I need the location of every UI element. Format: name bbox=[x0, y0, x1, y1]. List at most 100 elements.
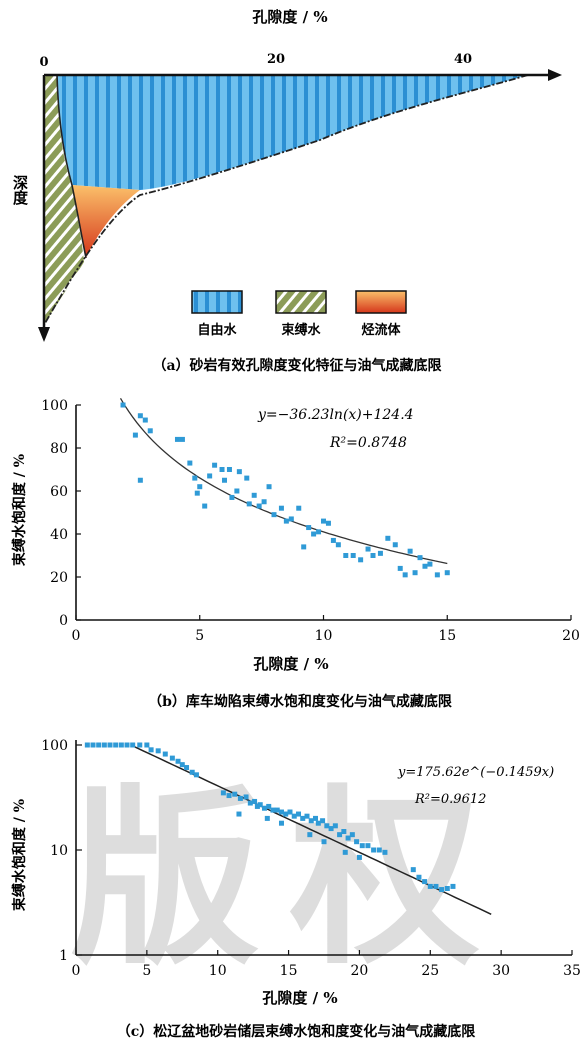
panel-c-data-point bbox=[96, 742, 102, 748]
panel-c-data-point bbox=[341, 829, 347, 835]
panel-b-data-point bbox=[261, 499, 267, 505]
panel-c-data-point bbox=[148, 747, 154, 753]
panel-b-data-point bbox=[222, 477, 227, 483]
panel-c-data-point bbox=[356, 854, 362, 860]
panel-c-data-point bbox=[291, 813, 297, 819]
panel-b-data-point bbox=[256, 503, 262, 509]
panel-c-data-point bbox=[444, 885, 450, 891]
legend-bound-water-swatch bbox=[275, 290, 327, 314]
panel-c-data-point bbox=[416, 874, 422, 880]
panel-b-data-point bbox=[335, 542, 341, 548]
panel-c-data-point bbox=[193, 772, 199, 778]
panel-a-x-axis-title: 孔隙度 / % bbox=[252, 8, 327, 26]
panel-b-data-point bbox=[266, 484, 272, 490]
panel-c-data-point bbox=[337, 832, 343, 838]
panel-c-data-point bbox=[243, 794, 249, 800]
panel-b-data-point bbox=[417, 555, 423, 561]
panel-c-data-point bbox=[382, 849, 388, 855]
panel-b-fit-curve bbox=[119, 397, 448, 565]
panel-b-data-point bbox=[246, 501, 252, 507]
panel-b-data-point bbox=[192, 475, 198, 481]
panel-c-data-point bbox=[304, 813, 310, 819]
panel-c-equation: y=175.62e^(−0.1459x) bbox=[397, 765, 554, 780]
panel-c-points bbox=[84, 742, 456, 893]
panel-b-data-point bbox=[179, 436, 185, 442]
panel-b-data-point bbox=[402, 572, 408, 578]
panel-b-points bbox=[120, 402, 450, 578]
panel-b-data-point bbox=[350, 553, 356, 558]
panel-b-data-point bbox=[278, 505, 284, 511]
panel-a-inner-boundary bbox=[56, 74, 87, 259]
panel-c-data-point bbox=[312, 815, 318, 821]
panel-c-data-point bbox=[270, 807, 276, 813]
panel-b-data-point bbox=[412, 570, 418, 576]
panel-c-data-point bbox=[376, 847, 382, 853]
panel-c-data-point bbox=[184, 765, 190, 771]
panel-c-data-point bbox=[342, 849, 348, 855]
panel-c-data-point bbox=[179, 762, 185, 768]
panel-c-data-point bbox=[321, 839, 327, 845]
legend-hydrocarbon-swatch bbox=[355, 290, 407, 314]
panel-b-data-point bbox=[325, 520, 331, 526]
panel-a-caption: （a）砂岩有效孔隙度变化特征与油气成藏底限 bbox=[152, 357, 441, 374]
panel-c-data-point bbox=[84, 742, 90, 748]
panel-c-data-point bbox=[283, 811, 289, 817]
panel-c-data-point bbox=[422, 879, 428, 885]
panel-c-data-point bbox=[439, 887, 445, 893]
panel-a-hydrocarbon-area bbox=[72, 185, 140, 258]
panel-c-data-point bbox=[189, 769, 195, 775]
panel-c-x-tick-label: 0 bbox=[72, 963, 81, 979]
panel-b-data-point bbox=[147, 428, 153, 434]
panel-c-y-tick-label: 10 bbox=[50, 843, 68, 859]
panel-c-data-point bbox=[101, 742, 107, 748]
panel-b-data-point bbox=[132, 432, 138, 438]
legend-free-water-swatch bbox=[191, 290, 243, 314]
panel-c-data-point bbox=[107, 742, 113, 748]
panel-c-data-point bbox=[266, 803, 272, 809]
panel-b-data-point bbox=[202, 503, 208, 509]
panel-c-data-point bbox=[295, 811, 301, 817]
panel-b-data-point bbox=[207, 473, 213, 479]
panel-c-data-point bbox=[332, 823, 338, 829]
panel-b-data-point bbox=[288, 516, 294, 522]
panel-b-data-point bbox=[444, 570, 450, 576]
panel-b-data-point bbox=[226, 467, 232, 472]
panel-a-x-arrow bbox=[548, 69, 562, 81]
panel-b-y-axis-title: 束缚水饱和度 / % bbox=[11, 454, 28, 566]
legend-bound-water-label: 束缚水 bbox=[281, 322, 321, 338]
panel-c-data-point bbox=[359, 843, 365, 849]
panel-c-data-point bbox=[427, 883, 433, 889]
panel-c-data-point bbox=[232, 791, 238, 797]
panel-b-data-point bbox=[244, 475, 250, 481]
panel-b-data-point bbox=[137, 477, 143, 483]
panel-b-data-point bbox=[174, 436, 180, 442]
panel-c-y-axis-title: 束缚水饱和度 / % bbox=[11, 799, 28, 911]
panel-b-data-point bbox=[234, 488, 240, 494]
panel-c-x-tick-label: 10 bbox=[209, 963, 227, 979]
panel-b-data-point bbox=[296, 505, 302, 511]
panel-c-data-point bbox=[308, 818, 314, 824]
panel-c-data-point bbox=[278, 809, 284, 815]
panel-b-x-tick-label: 10 bbox=[315, 628, 333, 644]
panel-a: 孔隙度 / % 0 20 40 深度 自由水 束缚水 烃流体 （a）砂岩有效孔隙… bbox=[11, 8, 562, 374]
panel-b-data-point bbox=[385, 535, 391, 541]
panel-b-data-point bbox=[392, 542, 398, 548]
panel-c-data-point bbox=[433, 883, 439, 889]
panel-c-data-point bbox=[90, 742, 96, 748]
panel-b-data-point bbox=[271, 512, 277, 518]
panel-b-data-point bbox=[370, 553, 376, 558]
panel-c-data-point bbox=[124, 742, 130, 748]
panel-a-x-tick-40: 40 bbox=[454, 52, 472, 67]
panel-b-data-point bbox=[422, 563, 428, 569]
panel-b-data-point bbox=[219, 467, 225, 472]
panel-b-data-point bbox=[377, 550, 383, 556]
panel-b-data-point bbox=[229, 494, 235, 500]
panel-a-y-arrow bbox=[38, 327, 50, 342]
panel-c-data-point bbox=[365, 843, 371, 849]
panel-b-ticks: 0 5 10 15 20 0 20 40 60 80 100 bbox=[41, 398, 580, 644]
panel-b-data-point bbox=[251, 492, 257, 498]
panel-c-data-point bbox=[169, 755, 175, 761]
panel-c-caption: （c）松辽盆地砂岩储层束缚水饱和度变化与油气成藏底限 bbox=[117, 1023, 476, 1040]
panel-b-data-point bbox=[283, 518, 289, 524]
